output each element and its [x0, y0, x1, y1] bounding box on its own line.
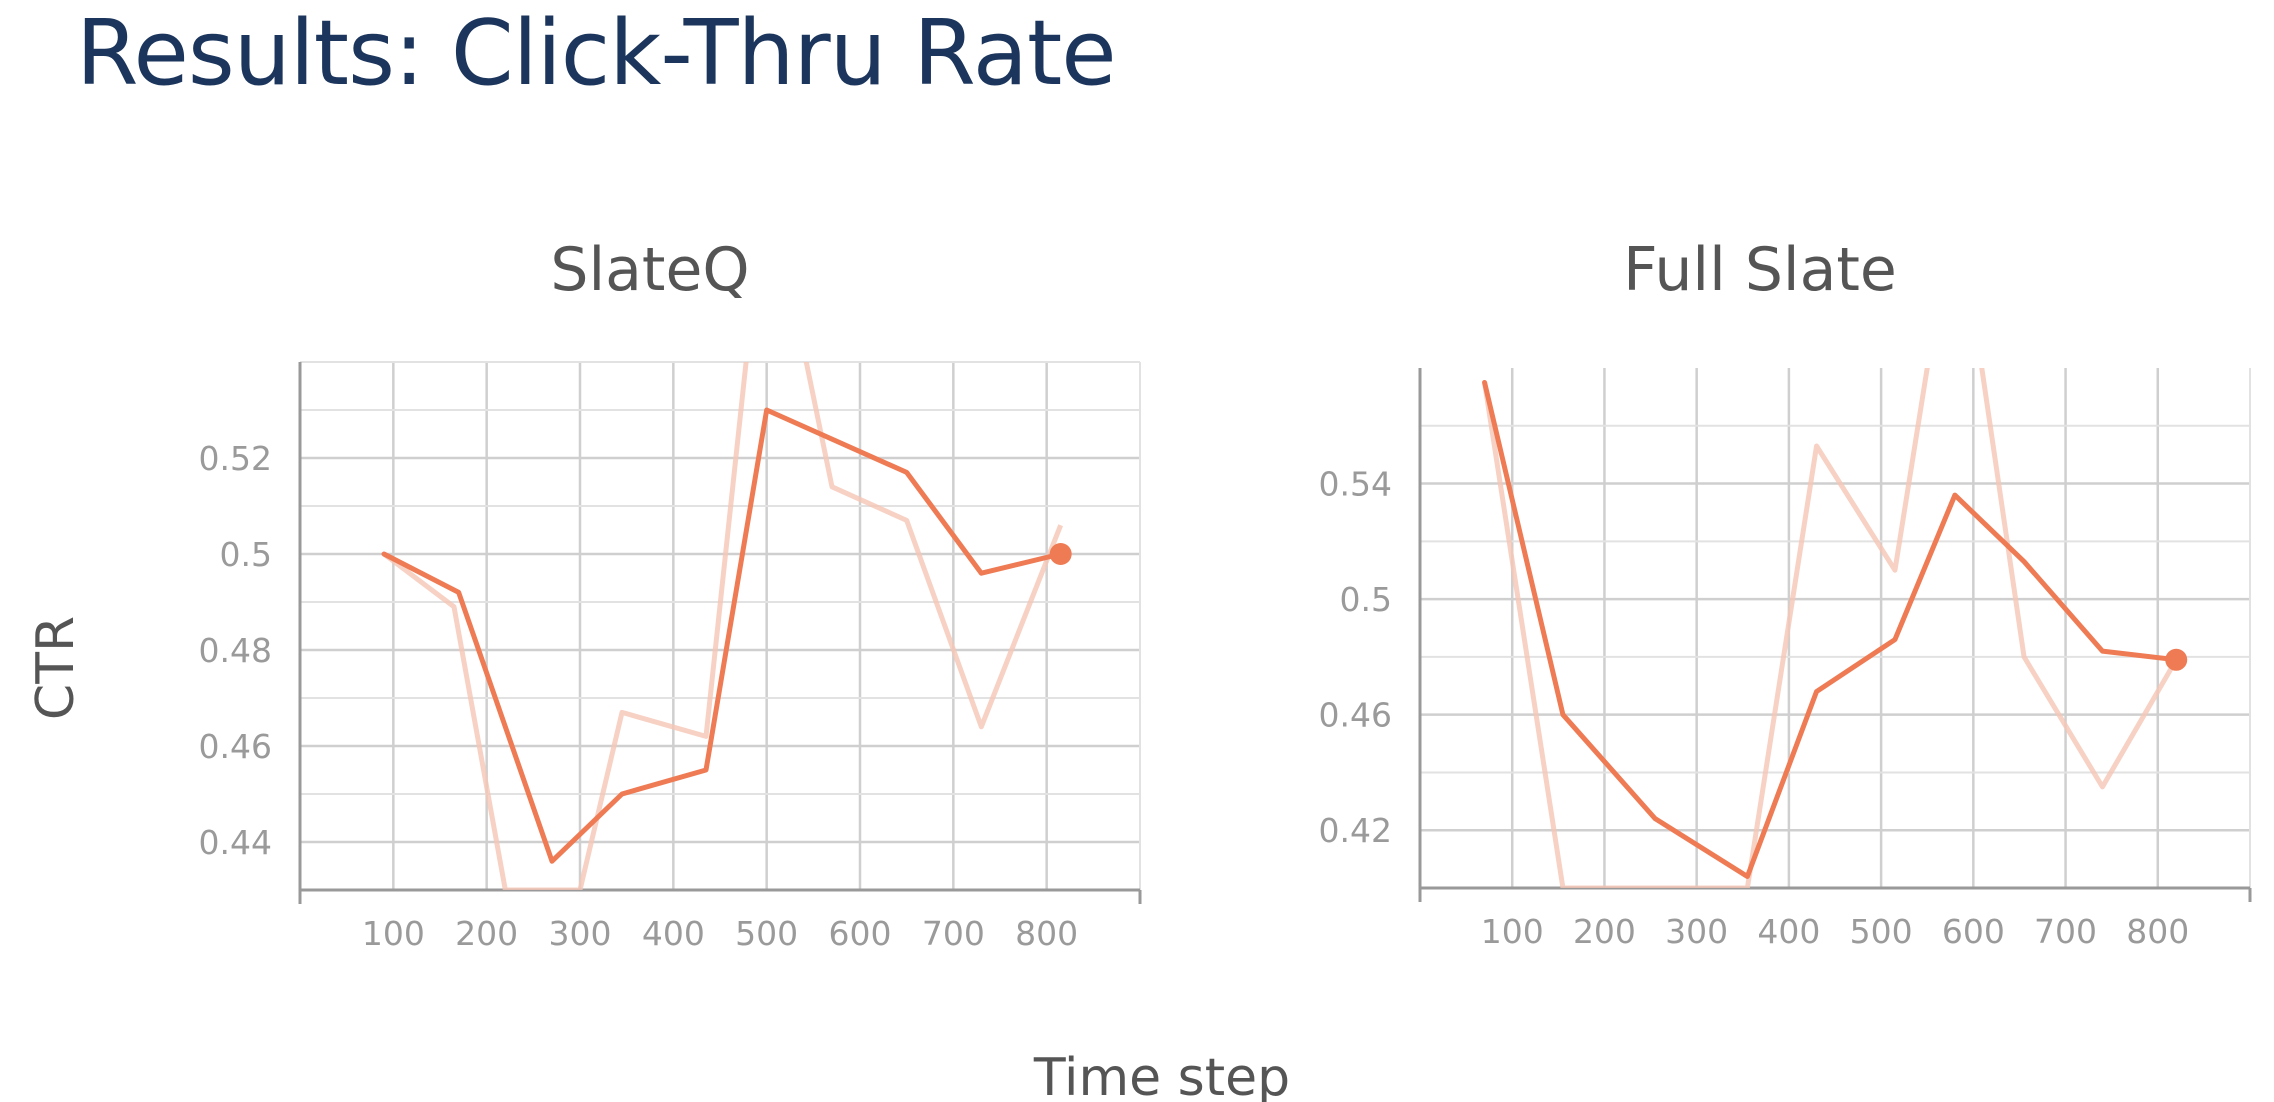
y-tick-label: 0.5 [1340, 580, 1392, 619]
x-tick-label: 100 [1481, 912, 1544, 951]
x-tick-label: 600 [829, 914, 892, 953]
x-tick-label: 300 [549, 914, 612, 953]
y-tick-label: 0.42 [1319, 811, 1392, 850]
grid [300, 361, 1141, 890]
y-tick-label: 0.46 [1319, 696, 1392, 735]
page-title: Results: Click-Thru Rate [76, 1, 1117, 106]
chart-title: SlateQ [550, 235, 749, 305]
x-tick-label: 500 [1850, 912, 1913, 951]
x-axis-label: Time step [1033, 1048, 1290, 1102]
x-tick-label: 800 [2126, 912, 2189, 951]
chart-slateq: SlateQ 100 200 300 400 500 600 700 800 0.44 0.46 0.… [199, 235, 1142, 953]
x-tick-label: 200 [455, 914, 518, 953]
x-tick-label: 400 [642, 914, 705, 953]
series-end-marker [1049, 543, 1072, 565]
plot-area [381, 362, 1064, 890]
y-tick-label: 0.5 [220, 535, 272, 574]
series-line-smoothed [381, 407, 1064, 864]
x-tick-label: 200 [1573, 912, 1636, 951]
x-tick-label: 500 [735, 914, 798, 953]
y-tick-label: 0.48 [199, 631, 272, 670]
series-line-raw [382, 362, 1063, 890]
y-tick-label: 0.52 [199, 439, 272, 478]
x-tick-label: 100 [362, 914, 425, 953]
chart-title: Full Slate [1623, 235, 1897, 305]
x-tick-label: 600 [1942, 912, 2005, 951]
series-line-smoothed [1482, 379, 2179, 879]
chart-full-slate: Full Slate 100 200 300 400 500 600 700 800 0.42 0.… [1319, 235, 2252, 951]
x-tick-label: 400 [1757, 912, 1820, 951]
y-tick-label: 0.54 [1319, 465, 1392, 504]
series-line-raw [1482, 368, 2179, 888]
y-tick-label: 0.44 [199, 823, 272, 862]
x-tick-label: 800 [1015, 914, 1078, 953]
plot-area [1482, 368, 2179, 888]
x-tick-label: 300 [1665, 912, 1728, 951]
y-tick-label: 0.46 [199, 727, 272, 766]
y-axis-label: CTR [26, 616, 86, 720]
x-tick-label: 700 [2034, 912, 2097, 951]
series-end-marker [2165, 648, 2188, 671]
x-tick-label: 700 [922, 914, 985, 953]
